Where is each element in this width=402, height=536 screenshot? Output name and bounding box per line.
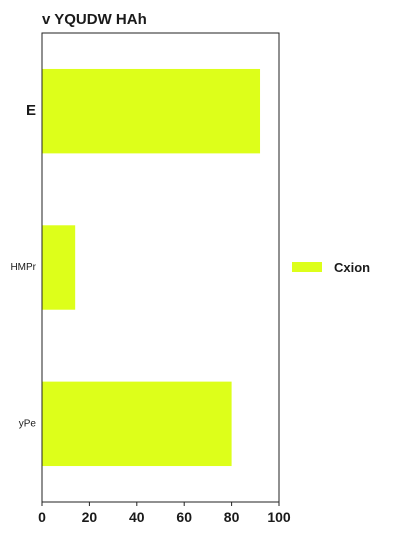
x-tick-label-100: 100	[267, 509, 291, 525]
legend-label-cxion: Cxion	[334, 260, 370, 275]
y-tick-label-hmpr: HMPr	[10, 262, 36, 273]
y-axis-tick-labels: E HMPr yPe	[10, 102, 36, 429]
plot-frame	[41, 32, 280, 503]
x-tick-label-0: 0	[38, 509, 46, 525]
x-tick-label-60: 60	[176, 509, 192, 525]
bar-hmpr	[42, 225, 76, 310]
y-tick-label-ype: yPe	[19, 418, 37, 429]
x-axis-tick-labels: 0 20 40 60 80 100	[38, 502, 291, 525]
legend: Cxion	[292, 260, 370, 275]
x-tick-label-40: 40	[129, 509, 145, 525]
bar-ype	[42, 381, 232, 467]
y-tick-label-e: E	[26, 102, 36, 119]
legend-swatch	[292, 262, 322, 272]
chart-title: v YQUDW HAh	[42, 11, 147, 28]
x-tick-label-20: 20	[82, 509, 98, 525]
bar-e	[42, 68, 261, 154]
x-tick-label-80: 80	[224, 509, 240, 525]
bars-layer	[42, 68, 261, 467]
